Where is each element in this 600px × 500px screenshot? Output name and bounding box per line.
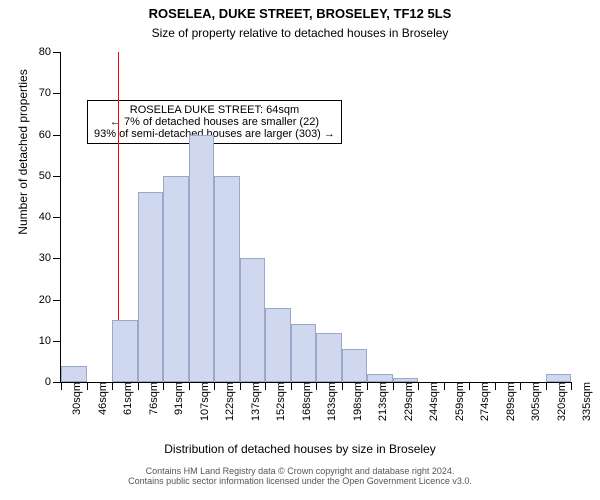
x-tick-label: 289sqm xyxy=(495,382,517,421)
x-tick-label: 183sqm xyxy=(316,382,338,421)
x-tick-label: 168sqm xyxy=(291,382,313,421)
y-tick-label: 10 xyxy=(39,335,61,347)
x-tick-label: 244sqm xyxy=(418,382,440,421)
histogram-bar xyxy=(342,349,368,382)
x-tick-label: 46sqm xyxy=(87,382,109,415)
histogram-bar xyxy=(367,374,393,382)
annotation-line: ← 7% of detached houses are smaller (22) xyxy=(94,116,335,128)
y-tick-label: 20 xyxy=(39,294,61,306)
y-tick-label: 70 xyxy=(39,87,61,99)
annotation-box: ROSELEA DUKE STREET: 64sqm← 7% of detach… xyxy=(87,100,342,144)
footer-line-2: Contains public sector information licen… xyxy=(0,476,600,486)
x-tick-label: 122sqm xyxy=(214,382,236,421)
x-tick-label: 213sqm xyxy=(367,382,389,421)
histogram-bar xyxy=(265,308,291,382)
x-tick-label: 274sqm xyxy=(469,382,491,421)
y-tick-label: 0 xyxy=(45,376,61,388)
histogram-bar xyxy=(546,374,572,382)
histogram-bar xyxy=(189,135,215,383)
footer-attribution: Contains HM Land Registry data © Crown c… xyxy=(0,466,600,486)
y-tick-label: 50 xyxy=(39,170,61,182)
histogram-bar xyxy=(61,366,87,383)
x-tick-label: 229sqm xyxy=(393,382,415,421)
x-tick-label: 305sqm xyxy=(520,382,542,421)
chart-title: ROSELEA, DUKE STREET, BROSELEY, TF12 5LS xyxy=(0,6,600,21)
histogram-bar xyxy=(214,176,240,382)
histogram-bar xyxy=(291,324,317,382)
annotation-line: 93% of semi-detached houses are larger (… xyxy=(94,128,335,140)
plot-area: ROSELEA DUKE STREET: 64sqm← 7% of detach… xyxy=(60,52,571,383)
x-tick-label: 91sqm xyxy=(163,382,185,415)
histogram-bar xyxy=(393,378,419,382)
y-tick-label: 40 xyxy=(39,211,61,223)
y-axis-label: Number of detached properties xyxy=(16,0,30,317)
y-tick-label: 80 xyxy=(39,46,61,58)
histogram-bar xyxy=(316,333,342,383)
y-tick-label: 30 xyxy=(39,252,61,264)
x-tick-label: 320sqm xyxy=(546,382,568,421)
annotation-line: ROSELEA DUKE STREET: 64sqm xyxy=(94,104,335,116)
x-axis-label: Distribution of detached houses by size … xyxy=(0,442,600,456)
chart-subtitle: Size of property relative to detached ho… xyxy=(0,26,600,40)
x-tick-label: 137sqm xyxy=(240,382,262,421)
histogram-bar xyxy=(138,192,164,382)
x-tick-label: 152sqm xyxy=(265,382,287,421)
histogram-bar xyxy=(240,258,266,382)
histogram-bar xyxy=(112,320,138,382)
x-tick-label: 76sqm xyxy=(138,382,160,415)
chart-container: ROSELEA, DUKE STREET, BROSELEY, TF12 5LS… xyxy=(0,0,600,500)
y-tick-label: 60 xyxy=(39,129,61,141)
x-tick-label: 61sqm xyxy=(112,382,134,415)
x-tick-label: 107sqm xyxy=(189,382,211,421)
x-tick-label: 30sqm xyxy=(61,382,83,415)
x-tick-label: 335sqm xyxy=(571,382,593,421)
x-tick-label: 198sqm xyxy=(342,382,364,421)
x-tick-label: 259sqm xyxy=(444,382,466,421)
histogram-bar xyxy=(163,176,189,382)
footer-line-1: Contains HM Land Registry data © Crown c… xyxy=(0,466,600,476)
